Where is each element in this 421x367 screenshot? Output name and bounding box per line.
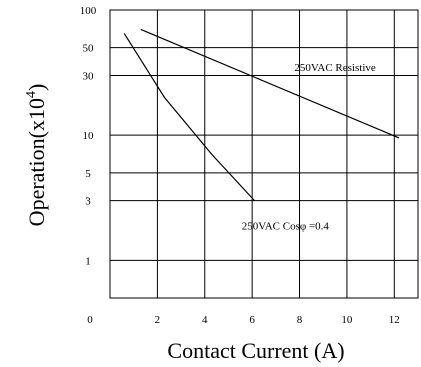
y-axis-title-superscript: 4 xyxy=(24,91,39,98)
x-tick-label: 4 xyxy=(202,314,208,326)
x-tick-label: 2 xyxy=(155,314,161,326)
x-tick-labels: 0 2 4 6 8 10 12 xyxy=(87,314,400,326)
y-tick-label: 10 xyxy=(83,130,95,142)
y-axis-title: Operation(x104) xyxy=(24,84,49,227)
x-tick-label: 10 xyxy=(341,314,353,326)
x-tick-label: 6 xyxy=(249,314,255,326)
x-axis-title: Contact Current (A) xyxy=(167,338,344,363)
y-axis-title-main: Operation(x10 xyxy=(24,98,49,226)
y-tick-label: 30 xyxy=(83,70,95,82)
y-tick-label: 100 xyxy=(80,5,97,17)
y-tick-label: 1 xyxy=(85,255,91,267)
series-line-2 xyxy=(123,33,255,202)
y-tick-labels: 1 3 5 10 30 50 100 xyxy=(80,5,97,267)
y-axis-title-close: ) xyxy=(24,84,49,91)
series-label-1: 250VAC Resistive xyxy=(294,62,376,74)
x-tick-label: 0 xyxy=(87,314,93,326)
series-label-2: 250VAC Cosφ =0.4 xyxy=(242,220,330,232)
series-lines xyxy=(123,28,400,202)
y-tick-label: 5 xyxy=(85,168,91,180)
x-tick-label: 12 xyxy=(389,314,400,326)
grid xyxy=(109,9,419,299)
plot-frame xyxy=(109,9,419,299)
annotations: 250VAC Resistive 250VAC Cosφ =0.4 xyxy=(242,62,376,232)
y-tick-label: 50 xyxy=(83,43,95,55)
y-tick-label: 3 xyxy=(85,196,91,208)
x-tick-label: 8 xyxy=(297,314,303,326)
series-line-1 xyxy=(140,28,400,139)
